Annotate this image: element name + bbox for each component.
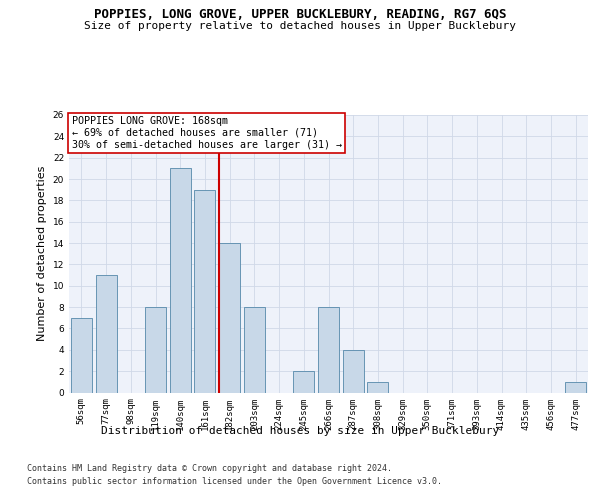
Text: POPPIES, LONG GROVE, UPPER BUCKLEBURY, READING, RG7 6QS: POPPIES, LONG GROVE, UPPER BUCKLEBURY, R… xyxy=(94,8,506,20)
Text: Distribution of detached houses by size in Upper Bucklebury: Distribution of detached houses by size … xyxy=(101,426,499,436)
Text: Size of property relative to detached houses in Upper Bucklebury: Size of property relative to detached ho… xyxy=(84,21,516,31)
Text: POPPIES LONG GROVE: 168sqm
← 69% of detached houses are smaller (71)
30% of semi: POPPIES LONG GROVE: 168sqm ← 69% of deta… xyxy=(71,116,341,150)
Bar xyxy=(95,275,116,392)
Bar xyxy=(244,307,265,392)
Bar xyxy=(71,318,92,392)
Bar xyxy=(194,190,215,392)
Bar xyxy=(170,168,191,392)
Text: Contains public sector information licensed under the Open Government Licence v3: Contains public sector information licen… xyxy=(27,478,442,486)
Bar xyxy=(219,243,240,392)
Text: Contains HM Land Registry data © Crown copyright and database right 2024.: Contains HM Land Registry data © Crown c… xyxy=(27,464,392,473)
Bar xyxy=(565,382,586,392)
Bar xyxy=(367,382,388,392)
Bar xyxy=(318,307,339,392)
Bar xyxy=(145,307,166,392)
Bar xyxy=(343,350,364,393)
Bar xyxy=(293,371,314,392)
Y-axis label: Number of detached properties: Number of detached properties xyxy=(37,166,47,342)
